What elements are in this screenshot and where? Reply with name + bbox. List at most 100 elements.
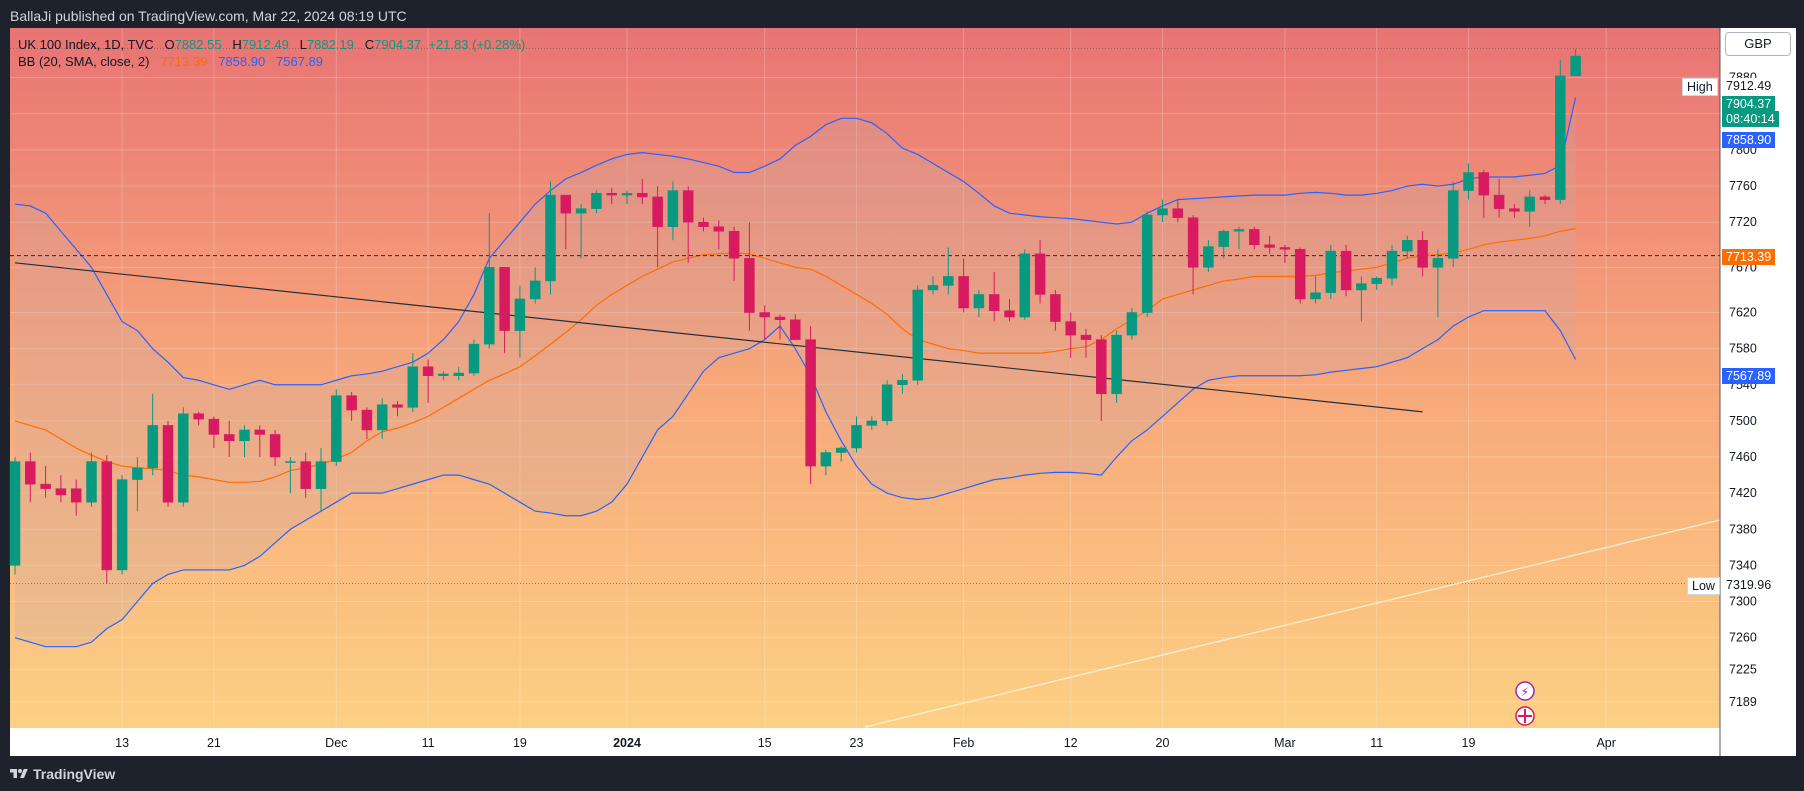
candle-body	[1050, 294, 1061, 322]
candle-body	[667, 190, 679, 227]
candle-body	[40, 483, 51, 489]
candle-body	[1203, 246, 1214, 268]
candle-body	[912, 289, 923, 381]
candle-body	[897, 380, 908, 386]
candle-body	[392, 404, 403, 408]
candle-body	[1065, 321, 1076, 336]
candle-body	[101, 461, 113, 571]
symbol-name[interactable]: UK 100 Index, 1D, TVC	[18, 37, 154, 52]
candle-body	[545, 194, 556, 282]
candle-body	[468, 343, 480, 374]
candle-body	[407, 366, 419, 408]
candle-body	[682, 190, 694, 223]
close-label: C	[364, 37, 375, 52]
candle-body	[254, 429, 266, 435]
candle-body	[1402, 240, 1413, 252]
bb-upper-line	[14, 97, 1577, 390]
candle-body	[575, 208, 587, 214]
trend-line	[14, 262, 1423, 413]
bb-basis-line	[14, 227, 1576, 483]
candle-body	[438, 373, 449, 376]
bb-lower-line	[14, 310, 1577, 648]
time-tick-label: 23	[850, 736, 864, 750]
candle-body	[1340, 250, 1352, 291]
candle-body	[484, 267, 495, 345]
time-tick-label: 13	[115, 736, 129, 750]
candle-body	[1264, 244, 1275, 248]
candle-body	[1417, 240, 1428, 268]
low-label: L	[299, 37, 307, 52]
candle-body	[239, 429, 250, 442]
currency-selector[interactable]: GBP	[1725, 32, 1791, 56]
time-axis-background[interactable]	[10, 728, 1720, 756]
time-tick-label: Mar	[1274, 736, 1296, 750]
candle-body	[973, 294, 985, 309]
candle-body	[300, 461, 311, 489]
time-tick-label: 12	[1064, 736, 1078, 750]
candle-body	[1555, 75, 1566, 200]
candle-body	[1187, 217, 1199, 268]
candle-body	[1126, 312, 1138, 336]
candle-body	[774, 316, 786, 320]
candle-body	[728, 230, 740, 259]
candle-body	[1111, 334, 1122, 395]
candle-body	[1080, 334, 1092, 340]
dividend-icon[interactable]	[1515, 681, 1535, 701]
candle-body	[988, 294, 1000, 311]
candle-body	[25, 461, 36, 485]
candle-body	[1294, 249, 1306, 300]
candle-body	[1356, 283, 1367, 291]
time-tick-label: 21	[207, 736, 221, 750]
time-tick-label: 11	[422, 736, 435, 750]
price-tick-label: 7760	[1729, 179, 1757, 193]
tradingview-logo-icon	[10, 769, 28, 778]
high-tag: High	[1682, 78, 1718, 96]
candle-body	[835, 447, 847, 453]
candle-body	[86, 461, 97, 503]
candle-body	[1157, 208, 1168, 216]
time-tick-label: 19	[513, 736, 527, 750]
candle-body	[9, 461, 21, 566]
candle-body	[621, 193, 633, 196]
time-tick-label: Apr	[1596, 736, 1615, 750]
candle-body	[529, 280, 541, 300]
candle-body	[116, 479, 128, 571]
bb-upper-value: 7858.90	[218, 54, 266, 69]
publish-info: BallaJi published on TradingView.com, Ma…	[10, 8, 407, 24]
candle-body	[1249, 229, 1260, 246]
price-tick-label: 7260	[1729, 631, 1757, 645]
candle-body	[331, 395, 342, 462]
candle-body	[820, 452, 832, 467]
price-axis-background[interactable]	[1720, 28, 1796, 756]
price-tick-label: 7225	[1729, 662, 1757, 676]
candle-body	[851, 425, 862, 449]
tradingview-brand: TradingView	[33, 766, 116, 782]
lightning-icon: ⚡	[1521, 685, 1529, 699]
price-tick-label: 7380	[1729, 522, 1757, 536]
overlay-lines	[10, 47, 1721, 728]
price-tick-label: 7300	[1729, 595, 1757, 609]
price-axis[interactable]: 7189722572607300734073807420746075007540…	[1729, 71, 1757, 709]
time-axis[interactable]: 13 21 Dec 11 19 2024 15 23 Feb 12 20 Mar 11 19 Apr	[115, 736, 1616, 750]
candle-body	[652, 196, 663, 227]
plot-background	[10, 28, 1720, 728]
publish-header: BallaJi published on TradingView.com, Ma…	[0, 0, 1804, 30]
candle-body	[147, 425, 158, 469]
low-tag: Low	[1687, 577, 1720, 595]
candle-body	[1034, 253, 1046, 295]
candle-body	[1447, 190, 1459, 259]
candle-body	[637, 193, 648, 198]
open-value: 7882.55	[174, 37, 222, 52]
candle-body	[453, 372, 464, 376]
price-chart[interactable]: 7189722572607300734073807420746075007540…	[0, 0, 1804, 757]
high-value: 7912.49	[241, 37, 289, 52]
candle-body	[1172, 208, 1184, 218]
chart-legend: UK 100 Index, 1D, TVC O7882.55 H7912.49 …	[18, 36, 525, 70]
bb-indicator-label[interactable]: BB (20, SMA, close, 2)	[18, 54, 150, 69]
price-tick-label: 7420	[1729, 486, 1757, 500]
candle-body	[1371, 277, 1382, 284]
price-tick-label: 7620	[1729, 306, 1757, 320]
grid-lines	[10, 28, 1720, 728]
time-tick-label: 15	[758, 736, 772, 750]
bb-band-fill	[15, 97, 1576, 647]
